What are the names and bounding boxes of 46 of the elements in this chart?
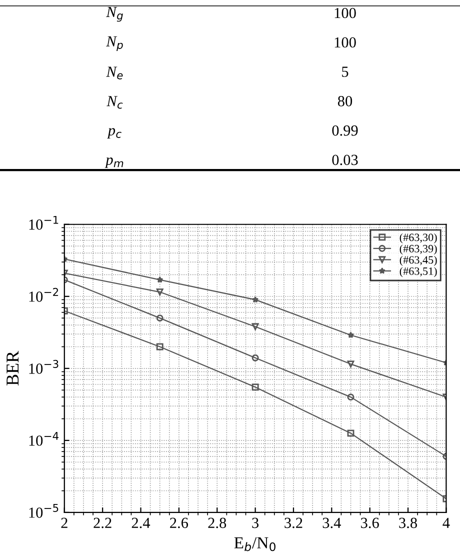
data-label: 0.03 bbox=[332, 154, 358, 166]
x-tick-label: 2.8 bbox=[208, 518, 226, 528]
x-tick-label: 2 bbox=[61, 518, 68, 528]
category-label: N$_{c}$ bbox=[106, 96, 123, 109]
point bbox=[252, 384, 259, 391]
x-axis-title: E$_{b}$/N$_{0}$ bbox=[234, 537, 276, 552]
y-axis-title: BER bbox=[6, 350, 19, 386]
x-tick-label: 3.2 bbox=[284, 518, 302, 528]
x-tick-label: 3 bbox=[252, 518, 259, 528]
point bbox=[347, 430, 354, 437]
legend-label: (#63,30) bbox=[400, 233, 437, 244]
legend-label: (#63,39) bbox=[400, 244, 437, 255]
point bbox=[347, 394, 354, 401]
x-tick-label: 4 bbox=[442, 518, 450, 528]
data-label: 80 bbox=[338, 96, 352, 106]
y-tick-label: 10$^{−5}$ bbox=[29, 504, 58, 518]
x-tick-label: 2.6 bbox=[170, 518, 188, 528]
data-label: 5 bbox=[342, 66, 348, 77]
point bbox=[156, 276, 164, 283]
x-tick-label: 2.2 bbox=[94, 518, 112, 528]
x-tick-label: 3.6 bbox=[361, 518, 379, 528]
point bbox=[347, 332, 354, 338]
point bbox=[156, 288, 164, 296]
data-label: 0.99 bbox=[332, 125, 358, 136]
point bbox=[252, 323, 259, 330]
y-tick-label: 10$^{−2}$ bbox=[29, 288, 58, 302]
point bbox=[252, 354, 259, 362]
x-tick-label: 3.8 bbox=[399, 518, 417, 528]
point bbox=[156, 343, 164, 350]
point bbox=[252, 296, 259, 303]
category-label: p$_{m}$ bbox=[104, 157, 124, 168]
category-label: N$_{e}$ bbox=[106, 66, 123, 80]
y-tick-label: 10$^{−1}$ bbox=[29, 216, 58, 230]
y-tick-label: 10$^{−4}$ bbox=[29, 432, 59, 446]
y-tick-label: 10$^{−3}$ bbox=[29, 360, 58, 374]
category-label: p$_{c}$ bbox=[107, 128, 122, 139]
point bbox=[156, 314, 164, 322]
legend-label: (#63,45) bbox=[400, 256, 437, 266]
legend-label: (#63,51) bbox=[400, 267, 437, 278]
category-label: N$_{g}$ bbox=[106, 6, 123, 22]
data-label: 100 bbox=[334, 37, 356, 48]
x-tick-label: 3.4 bbox=[322, 518, 341, 528]
data-label: 100 bbox=[334, 8, 356, 18]
category-label: N$_{p}$ bbox=[106, 36, 123, 52]
point bbox=[347, 360, 354, 368]
x-tick-label: 2.4 bbox=[132, 518, 150, 528]
